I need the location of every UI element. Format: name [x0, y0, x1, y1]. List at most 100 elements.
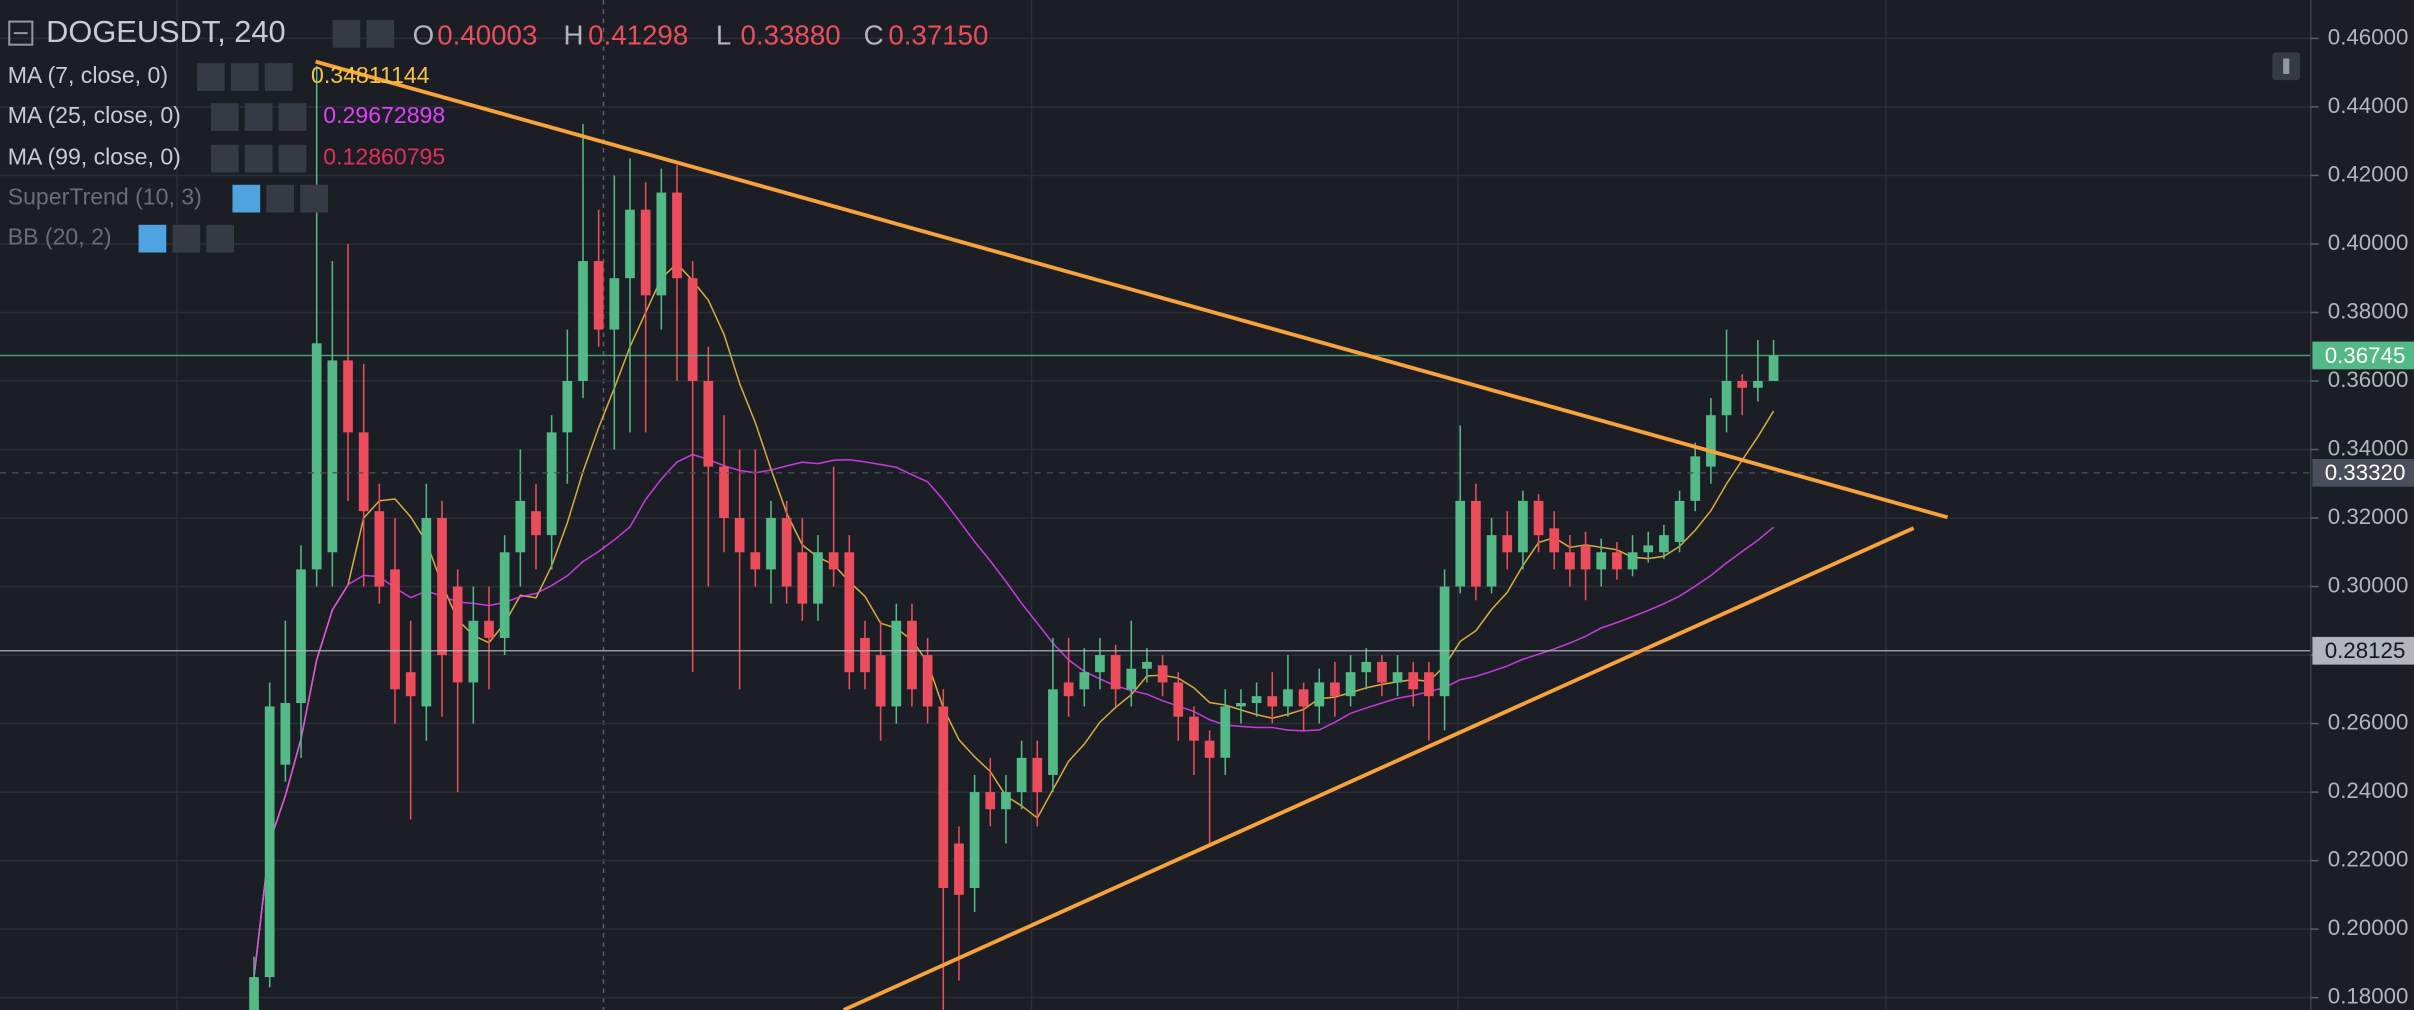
candle-body — [405, 672, 416, 697]
y-tick-label: 0.26000 — [2328, 709, 2409, 734]
y-tick-label: 0.40000 — [2328, 230, 2409, 255]
candle-body — [1377, 661, 1387, 683]
candle-body — [938, 706, 949, 889]
candle-body — [1016, 757, 1027, 793]
remove-button[interactable] — [206, 224, 235, 253]
candle-body — [437, 518, 447, 656]
candle-body — [1048, 689, 1058, 775]
candle-body — [468, 620, 479, 683]
remove-button[interactable] — [278, 103, 307, 131]
candle-body — [1424, 672, 1434, 697]
indicator-value: 0.34811144 — [311, 62, 430, 88]
y-tick-label: 0.46000 — [2328, 24, 2409, 49]
candle-body — [1079, 672, 1090, 690]
settings-button[interactable] — [266, 184, 295, 213]
remove-button[interactable] — [300, 184, 328, 213]
candle-body — [1032, 757, 1043, 793]
candle-body — [985, 792, 996, 810]
candle-body — [1189, 716, 1199, 741]
remove-button[interactable] — [264, 63, 293, 91]
remove-button[interactable] — [278, 144, 307, 173]
indicator-legend: MA (7, close, 0) 0.34811144 MA (25, close,… — [8, 62, 445, 253]
candle-body — [907, 620, 917, 690]
candle-body — [1157, 665, 1168, 683]
candle-body — [1721, 380, 1732, 416]
price-tag — [2312, 341, 2414, 370]
eye-button[interactable] — [210, 144, 239, 173]
scale-icon — [2283, 58, 2290, 74]
candle-body — [1298, 689, 1309, 707]
candle-body — [703, 380, 714, 467]
candle-body — [1674, 500, 1685, 542]
candle-body — [1612, 552, 1622, 570]
candle-body — [1126, 668, 1137, 690]
candle-body — [1518, 500, 1528, 553]
eye-button[interactable] — [210, 103, 239, 131]
candle-body — [1204, 740, 1215, 758]
candle-body — [311, 343, 322, 570]
candle-body — [421, 518, 432, 707]
candle-body — [797, 552, 808, 604]
y-tick-label: 0.30000 — [2328, 572, 2409, 597]
price-tag-label: 0.36745 — [2325, 343, 2406, 368]
candle-body — [656, 192, 667, 296]
candle-body — [327, 360, 338, 553]
plot — [0, 65, 2311, 1010]
candle-body — [750, 552, 761, 570]
settings-button[interactable] — [172, 224, 201, 253]
candle-body — [546, 432, 557, 536]
candle-body — [264, 706, 275, 978]
trendline[interactable] — [315, 59, 1949, 520]
candle-body — [1251, 696, 1262, 704]
candle-body — [1659, 535, 1669, 553]
candle-body — [766, 518, 776, 570]
indicator-name: MA (7, close, 0) — [8, 62, 168, 88]
candle-body — [374, 511, 385, 587]
eye-button[interactable] — [232, 184, 261, 213]
settings-button[interactable] — [366, 20, 395, 48]
candle-body — [1392, 672, 1403, 683]
eye-button[interactable] — [197, 63, 225, 91]
y-tick-label: 0.24000 — [2328, 778, 2409, 803]
candle-body — [343, 360, 353, 433]
ohlc-label: O — [413, 19, 435, 50]
candle-body — [1220, 706, 1231, 758]
y-tick-label: 0.44000 — [2328, 93, 2409, 118]
price-tag — [2312, 458, 2414, 487]
trendline[interactable] — [842, 526, 1915, 1010]
ohlc-label: H — [563, 19, 583, 50]
eye-button[interactable] — [138, 224, 167, 253]
candle-body — [734, 518, 745, 553]
candle-body — [954, 843, 964, 895]
symbol: DOGEUSDT, 240 — [46, 14, 286, 49]
candle-body — [1627, 552, 1638, 570]
candle-body — [593, 261, 604, 330]
candle-body — [1471, 500, 1481, 587]
indicator-name: MA (99, close, 0) — [8, 144, 181, 170]
candle-body — [1330, 682, 1340, 697]
eye-button[interactable] — [332, 20, 361, 48]
y-tick-label: 0.32000 — [2328, 504, 2409, 529]
candle-body — [1110, 655, 1121, 690]
candle-body — [1408, 672, 1419, 690]
candle-body — [1142, 661, 1152, 669]
settings-button[interactable] — [230, 63, 259, 91]
collapse-button[interactable] — [8, 20, 34, 46]
candle-body — [1345, 672, 1356, 697]
price-tag-label: 0.33320 — [2325, 460, 2406, 485]
indicator-name: SuperTrend (10, 3) — [8, 184, 202, 210]
settings-button[interactable] — [244, 103, 273, 131]
y-tick-label: 0.36000 — [2328, 367, 2409, 392]
candle-body — [1580, 545, 1591, 570]
settings-button[interactable] — [244, 144, 273, 173]
candle-body — [249, 977, 259, 1010]
ohlc-label: L — [716, 19, 731, 50]
candle-body — [452, 586, 463, 683]
candle-body — [860, 637, 870, 673]
candle-body — [1737, 380, 1748, 388]
candle-body — [1283, 689, 1293, 707]
indicator-name: BB (20, 2) — [8, 224, 112, 250]
